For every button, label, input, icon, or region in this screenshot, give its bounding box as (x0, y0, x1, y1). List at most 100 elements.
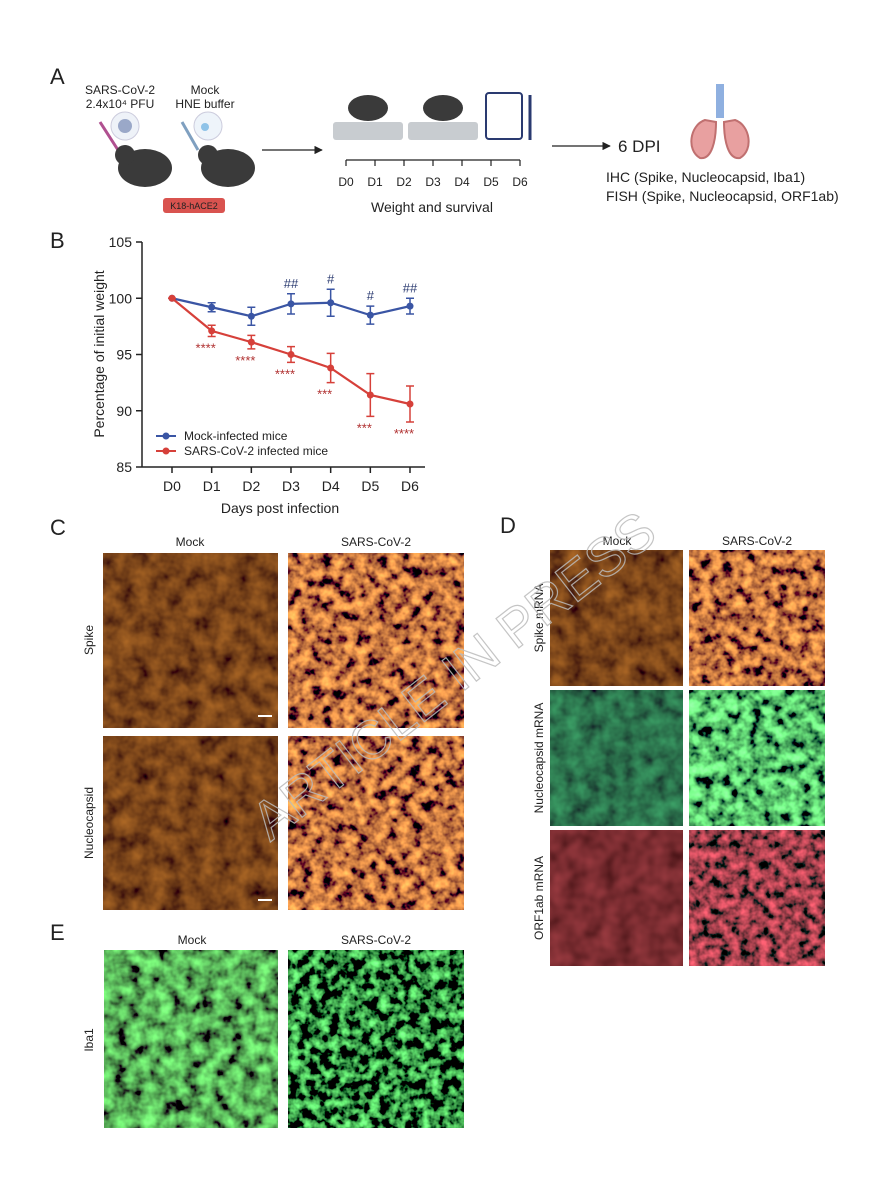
row-label: Spike (82, 625, 96, 655)
data-point (247, 312, 255, 320)
data-point (287, 351, 295, 358)
micrograph (689, 550, 825, 686)
mouse (115, 145, 135, 165)
x-tick-label: D1 (203, 478, 221, 494)
x-tick-label: D4 (322, 478, 340, 494)
column-label: Mock (178, 933, 208, 947)
mouse (198, 145, 218, 165)
y-tick-label: 95 (116, 347, 132, 363)
panel-label: C (50, 515, 66, 540)
row-label: Iba1 (82, 1028, 96, 1052)
data-point (327, 299, 335, 307)
data-point (208, 327, 216, 335)
y-tick-label: 105 (109, 234, 133, 250)
infection-label: SARS-CoV-2 (85, 83, 155, 97)
pipette (180, 121, 200, 151)
column-label: Mock (176, 535, 206, 549)
data-point (168, 294, 176, 302)
y-tick-label: 100 (109, 290, 133, 306)
micrograph (550, 550, 683, 686)
data-point (406, 302, 414, 310)
timeline-day: D6 (512, 175, 528, 189)
timeline-day: D3 (425, 175, 441, 189)
panel-label: A (50, 64, 65, 89)
data-point (287, 300, 295, 308)
mouse (348, 95, 388, 121)
y-tick-label: 90 (116, 403, 132, 419)
infection-dose: 2.4x10⁴ PFU (86, 97, 155, 111)
strain-label: K18-hACE2 (170, 201, 218, 211)
micrograph (550, 830, 683, 966)
data-point (366, 311, 374, 319)
micrograph (288, 950, 464, 1128)
x-tick-label: D6 (401, 478, 419, 494)
timeline-day: D1 (367, 175, 383, 189)
x-tick-label: D5 (361, 478, 379, 494)
row-label: ORF1ab mRNA (532, 856, 546, 940)
legend-label: SARS-CoV-2 infected mice (184, 444, 328, 458)
row-label: Nucleocapsid mRNA (532, 703, 546, 814)
x-axis-label: Days post infection (221, 500, 339, 516)
buffer-icon (201, 123, 209, 131)
panel-d: D Mock SARS-CoV-2 Spike mRNA Nucleocapsi… (500, 513, 825, 966)
panel-label: B (50, 228, 65, 253)
x-tick-label: D0 (163, 478, 181, 494)
micrograph (103, 736, 278, 910)
micrograph (288, 553, 464, 728)
timeline-day: D4 (454, 175, 470, 189)
micrograph (689, 830, 825, 966)
virus-icon (118, 119, 132, 133)
significance-label: ## (403, 280, 418, 295)
x-tick-label: D3 (282, 478, 300, 494)
mock-buffer: HNE buffer (175, 97, 234, 111)
micrograph (288, 736, 464, 910)
significance-label: ## (284, 276, 299, 291)
micrograph (104, 950, 278, 1128)
significance-label: *** (317, 387, 332, 402)
data-point (406, 400, 414, 408)
timeline: D0 D1 D2 D3 D4 D5 D6 (338, 159, 528, 189)
panel-c: C Mock SARS-CoV-2 Spike Nucleocapsid (50, 515, 464, 910)
timeline-day: D5 (483, 175, 499, 189)
column-label: SARS-CoV-2 (722, 534, 792, 548)
row-label: Nucleocapsid (82, 787, 96, 859)
y-tick-label: 85 (116, 459, 132, 475)
scale-icon (408, 122, 478, 140)
significance-label: **** (275, 366, 295, 381)
clipboard-icon (485, 92, 523, 140)
micrograph (689, 690, 825, 826)
micrograph (103, 553, 278, 728)
micrograph (550, 690, 683, 826)
strain-badge (163, 198, 225, 213)
trachea-icon (716, 84, 724, 118)
legend-label: Mock-infected mice (184, 429, 288, 443)
column-label: SARS-CoV-2 (341, 933, 411, 947)
pipette (98, 121, 120, 151)
y-axis-label: Percentage of initial weight (91, 270, 107, 437)
scale-icon (333, 122, 403, 140)
column-label: SARS-CoV-2 (341, 535, 411, 549)
timeline-label: Weight and survival (371, 199, 493, 215)
data-point (327, 364, 335, 372)
panel-e: E Mock SARS-CoV-2 Iba1 (50, 920, 464, 1128)
significance-label: # (367, 288, 375, 303)
mock-label: Mock (191, 83, 221, 97)
significance-label: # (327, 271, 335, 286)
significance-label: **** (394, 426, 414, 441)
significance-label: **** (196, 341, 216, 356)
legend-marker (162, 447, 170, 455)
significance-label: **** (235, 353, 255, 368)
chart: B Percentage of initial weight Days post… (50, 228, 425, 516)
mouse (423, 95, 463, 121)
assay-label: FISH (Spike, Nucleocapsid, ORF1ab) (606, 188, 839, 204)
panel-label: E (50, 920, 65, 945)
significance-label: *** (357, 420, 372, 435)
row-label: Spike mRNA (532, 584, 546, 653)
data-point (208, 303, 216, 311)
panel-label: D (500, 513, 516, 538)
endpoint-label: 6 DPI (618, 137, 661, 156)
x-tick-label: D2 (242, 478, 260, 494)
column-label: Mock (603, 534, 633, 548)
data-point (247, 338, 255, 346)
